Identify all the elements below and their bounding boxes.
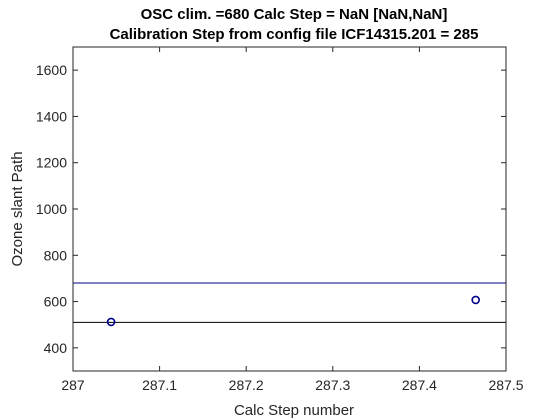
y-tick-label: 800 — [44, 247, 68, 263]
y-tick-label: 1600 — [36, 62, 67, 78]
y-axis-label: Ozone slant Path — [9, 151, 26, 266]
x-tick-label: 287.4 — [402, 377, 437, 393]
x-tick-label: 287.1 — [142, 377, 177, 393]
y-tick-label: 1200 — [36, 155, 67, 171]
plot-area: 287 287.1 287.2 287.3 287.4 287.5 400 600 800 100… — [36, 46, 524, 393]
chart-title-line-2: Calibration Step from config file ICF143… — [110, 26, 479, 43]
y-tick-label: 400 — [44, 340, 68, 356]
x-tick-label: 287.2 — [229, 377, 264, 393]
x-tick-label: 287.3 — [315, 377, 350, 393]
y-tick-label: 1000 — [36, 201, 67, 217]
y-tick-label: 1400 — [36, 108, 67, 124]
x-axis-label: Calc Step number — [234, 402, 354, 419]
chart-title-line-1: OSC clim. =680 Calc Step = NaN [NaN,NaN] — [141, 6, 448, 23]
y-tick-label: 600 — [44, 294, 68, 310]
data-point-0 — [106, 317, 116, 327]
x-tick-label: 287.5 — [488, 377, 523, 393]
data-point-1 — [471, 295, 480, 305]
x-tick-label: 287 — [61, 377, 85, 393]
